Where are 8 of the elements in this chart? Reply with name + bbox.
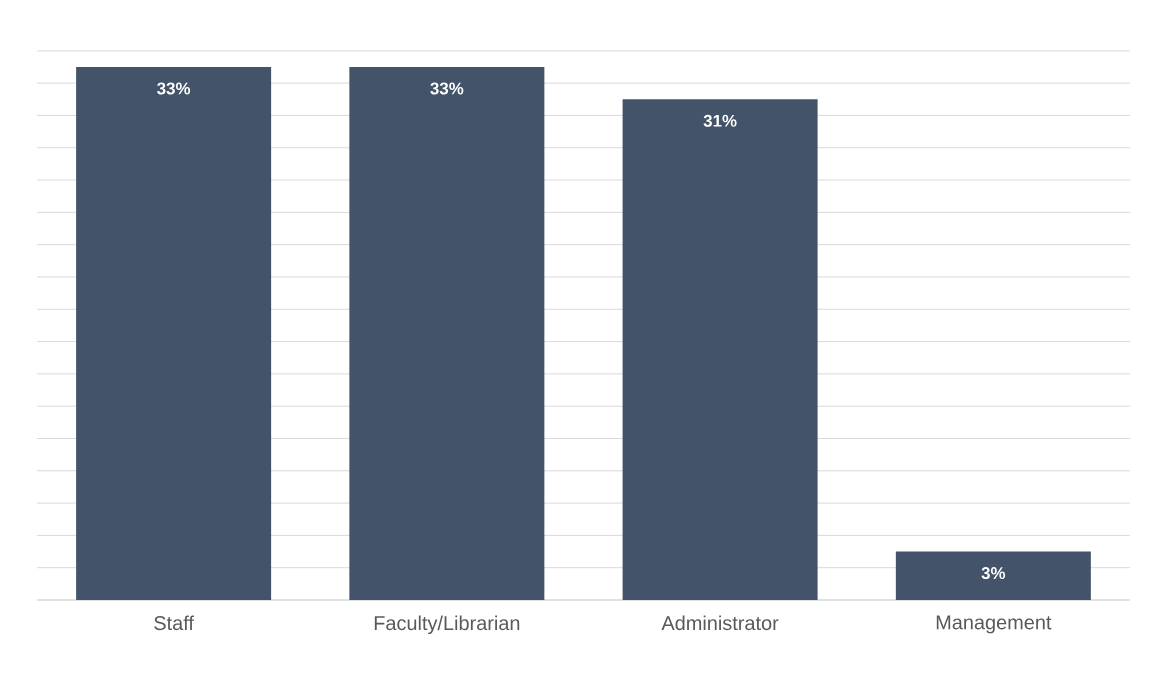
data-label: 33% xyxy=(157,82,191,95)
x-tick-label: Staff xyxy=(154,615,194,631)
x-tick-label: Management xyxy=(936,615,1052,634)
x-tick-label: Faculty/Librarian xyxy=(374,615,520,635)
data-label: 3% xyxy=(981,567,1006,580)
data-label: 31% xyxy=(703,114,737,127)
data-label: 33% xyxy=(430,82,464,95)
x-tick-label: Administrator xyxy=(661,615,779,631)
